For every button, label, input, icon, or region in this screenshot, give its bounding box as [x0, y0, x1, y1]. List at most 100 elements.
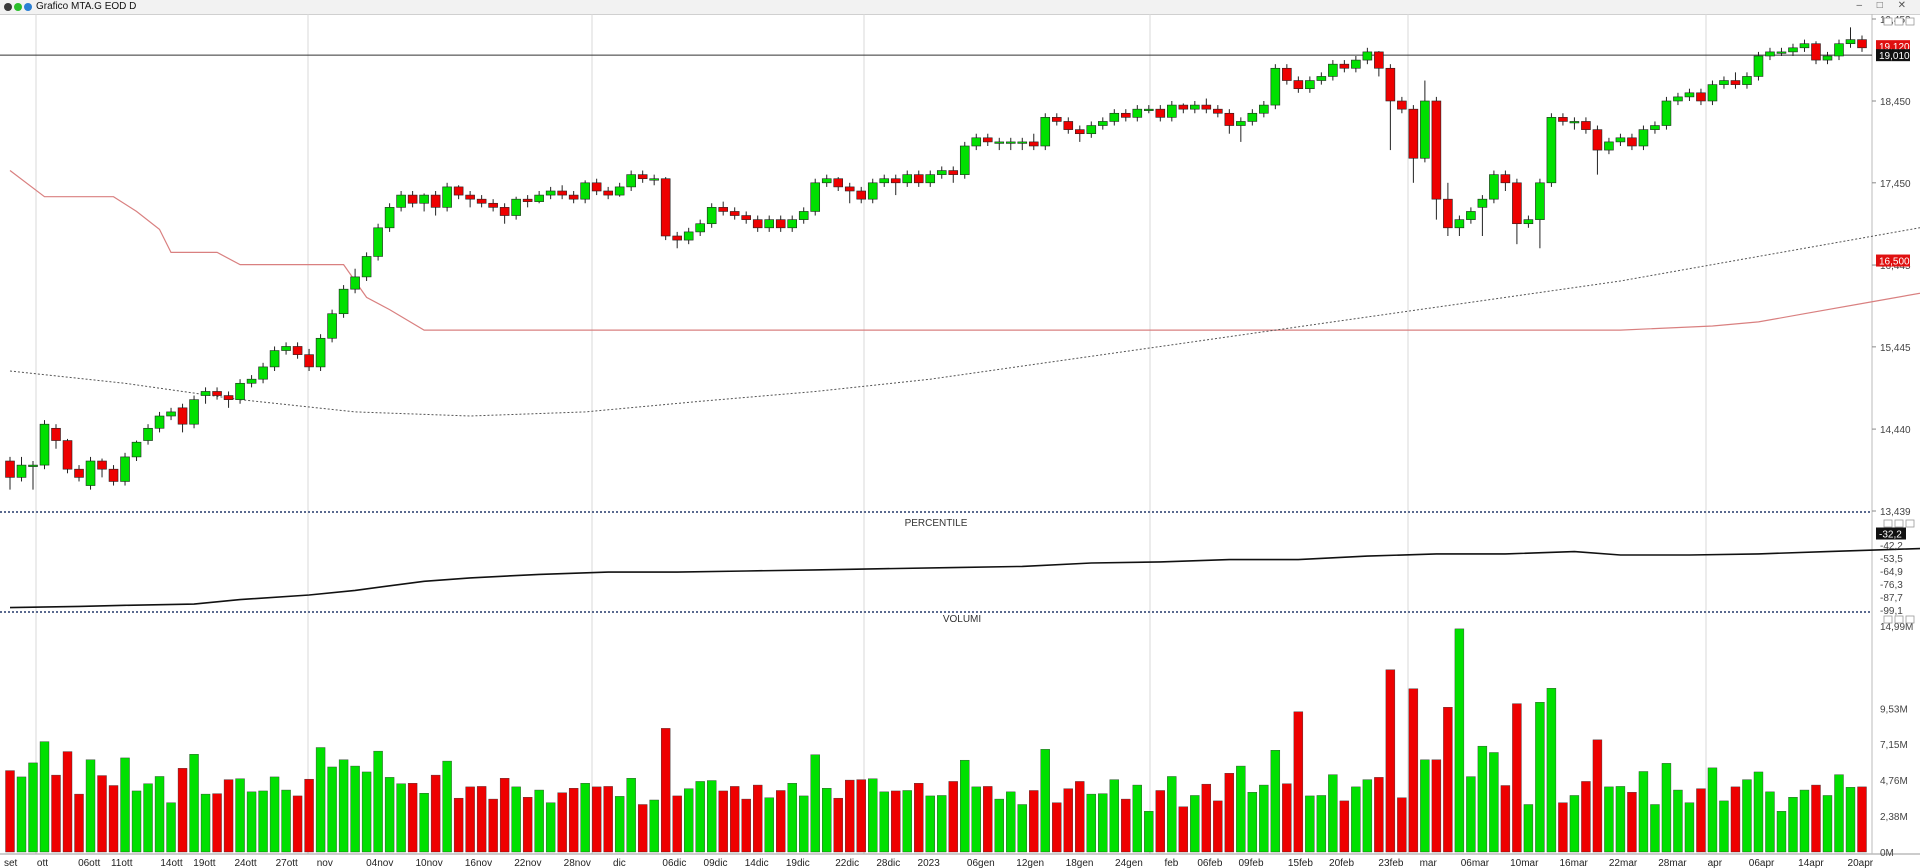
volume-bar — [419, 793, 429, 853]
volume-bar — [1765, 791, 1775, 853]
maximize-button[interactable]: □ — [1876, 0, 1889, 11]
volume-bar — [476, 786, 487, 853]
candle — [1282, 67, 1292, 81]
volume-bar — [1029, 790, 1039, 853]
volume-bar — [1293, 711, 1304, 853]
volume-bar — [143, 783, 153, 853]
percentile-tick-label: -99,1 — [1880, 606, 1903, 617]
candle — [672, 235, 682, 241]
play-icon[interactable] — [24, 3, 32, 11]
candle — [1339, 63, 1350, 69]
volume-bar — [545, 802, 556, 853]
volume-bar — [223, 779, 234, 853]
volume-bar — [937, 795, 947, 853]
candle — [649, 178, 659, 181]
candle — [971, 137, 982, 147]
candle — [1512, 182, 1522, 225]
volume-bar — [5, 770, 15, 853]
candle — [982, 137, 993, 143]
candle — [1098, 121, 1108, 126]
x-tick-label: 20feb — [1329, 858, 1354, 868]
candle — [85, 460, 96, 486]
volume-bar — [1546, 688, 1557, 853]
volume-bar — [1638, 771, 1649, 853]
candle — [603, 190, 613, 196]
candle — [1362, 51, 1373, 61]
candle — [1730, 80, 1741, 85]
candle — [131, 441, 142, 458]
volume-bar — [856, 779, 866, 853]
candle — [51, 427, 61, 441]
window-controls[interactable]: – □ ✕ — [1856, 0, 1912, 11]
volume-bar — [212, 793, 222, 853]
volume-bar — [1109, 779, 1119, 853]
candle — [1420, 100, 1430, 159]
panel-button — [1883, 519, 1893, 528]
volume-bar — [315, 747, 326, 853]
volume-bar — [131, 790, 142, 853]
volume-bar — [361, 771, 372, 853]
volume-bar — [534, 789, 544, 853]
volume-bar — [1178, 806, 1189, 853]
candle — [729, 211, 740, 216]
volume-bar — [1017, 804, 1027, 853]
x-tick-label: 06apr — [1749, 858, 1775, 868]
volume-bar — [1006, 791, 1016, 853]
candle — [39, 423, 50, 466]
candle — [28, 464, 38, 467]
candle — [1788, 47, 1798, 53]
candle — [1132, 108, 1143, 118]
candle — [1017, 141, 1028, 144]
volume-bar — [522, 797, 533, 853]
volume-bar — [1316, 795, 1327, 853]
x-tick-label: nov — [317, 858, 333, 868]
candle — [1178, 104, 1189, 110]
volume-bar — [626, 778, 636, 853]
panel-button — [1905, 615, 1915, 624]
candle — [476, 198, 487, 204]
volume-bar — [776, 790, 786, 853]
volume-bar — [1075, 781, 1085, 853]
minimize-button[interactable]: – — [1856, 0, 1868, 11]
x-tick-label: 15feb — [1288, 858, 1313, 868]
x-tick-label: 09feb — [1239, 858, 1264, 868]
volume-bar — [822, 788, 832, 853]
candle — [1051, 117, 1062, 122]
x-tick-label: 10mar — [1510, 858, 1539, 868]
chart-area[interactable]: 19,45218,45017,45016,44515,44514,44013,4… — [0, 14, 1920, 868]
volume-bar — [868, 778, 878, 853]
candle — [16, 464, 27, 478]
x-tick-label: 22nov — [514, 858, 541, 868]
candle — [1086, 125, 1097, 135]
candle — [315, 337, 326, 368]
volume-bar — [1454, 628, 1465, 853]
x-tick-label: 14dic — [745, 858, 769, 868]
volume-bar — [97, 775, 107, 853]
percentile-last-label: -32,2 — [1879, 530, 1902, 541]
volume-bar — [557, 792, 567, 853]
candle — [821, 178, 832, 184]
volume-bar — [1431, 759, 1442, 853]
x-tick-label: 12gen — [1016, 858, 1044, 868]
candle — [1742, 76, 1752, 85]
last-price-label: 19,120 — [1879, 42, 1910, 53]
x-tick-label: 06dic — [662, 858, 686, 868]
candle — [1316, 76, 1327, 81]
candle — [223, 395, 234, 400]
volume-bar — [396, 783, 406, 853]
volume-bar — [1776, 811, 1787, 853]
volume-bar — [1569, 795, 1580, 853]
candle — [304, 354, 314, 368]
menu-icon[interactable] — [4, 3, 12, 11]
x-tick-label: 28mar — [1658, 858, 1687, 868]
candle — [1454, 219, 1465, 229]
candle — [1144, 108, 1154, 111]
volume-bar — [51, 774, 61, 853]
close-button[interactable]: ✕ — [1897, 0, 1912, 11]
volume-bar — [741, 798, 751, 853]
volume-bar — [925, 795, 935, 853]
volume-bar — [1845, 787, 1856, 853]
candle — [1236, 121, 1246, 126]
volume-bar — [1627, 792, 1637, 853]
candle — [5, 460, 15, 478]
